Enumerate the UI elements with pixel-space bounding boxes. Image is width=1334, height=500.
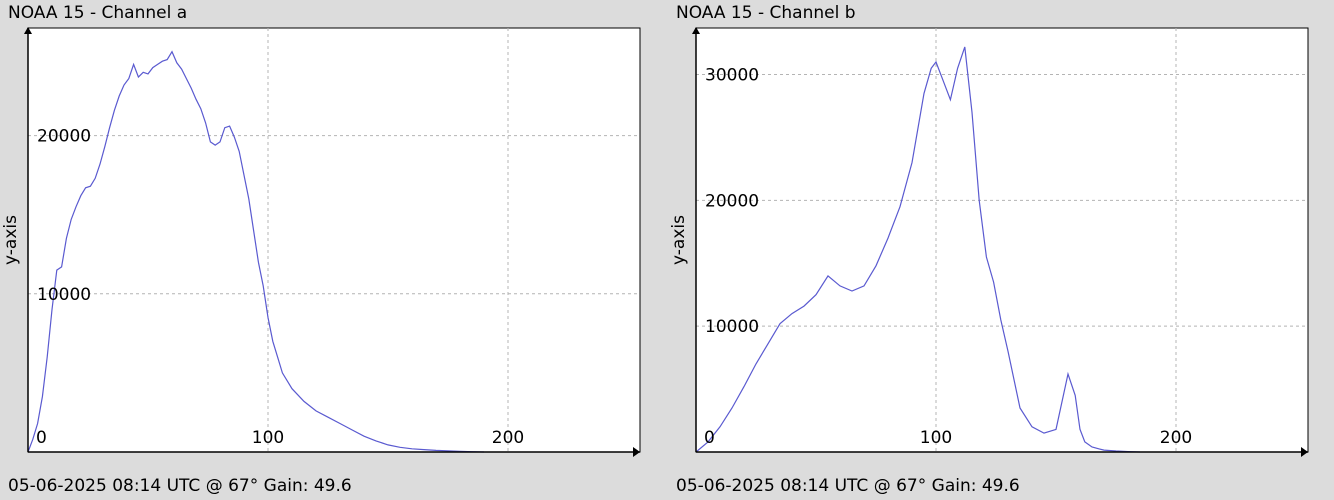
y-axis-title: y-axis <box>1 215 21 265</box>
line-chart: 0 100 200 10000 20000 30000 y-axis <box>669 27 1309 457</box>
plot-area <box>27 27 641 453</box>
capture-info-footer: 05-06-2025 08:14 UTC @ 67° Gain: 49.6 <box>8 476 352 496</box>
capture-info-footer: 05-06-2025 08:14 UTC @ 67° Gain: 49.6 <box>676 476 1020 496</box>
y-tick-label: 30000 <box>705 66 759 86</box>
x-tick-label: 100 <box>252 428 284 448</box>
chart-title: NOAA 15 - Channel a <box>8 3 188 23</box>
y-tick-label: 20000 <box>37 127 91 147</box>
x-tick-label: 0 <box>36 428 47 448</box>
x-tick-label: 0 <box>704 428 715 448</box>
y-axis-title: y-axis <box>669 215 689 265</box>
plot-area <box>695 27 1309 453</box>
chart-title: NOAA 15 - Channel b <box>676 3 856 23</box>
y-axis-arrow <box>692 27 700 34</box>
series-line <box>695 46 1141 453</box>
x-tick-label: 200 <box>492 428 524 448</box>
line-chart: 0 100 200 10000 20000 y-axis <box>1 27 641 457</box>
y-tick-label: 10000 <box>37 285 91 305</box>
x-tick-label: 100 <box>920 428 952 448</box>
y-axis-arrow <box>24 27 32 34</box>
x-axis-arrow <box>633 447 640 457</box>
series-line <box>27 50 485 453</box>
x-axis-arrow <box>1301 447 1308 457</box>
chart-panel-a: NOAA 15 - Channel a 0 100 200 10000 20000 y-a… <box>0 0 660 500</box>
y-tick-label: 20000 <box>705 191 759 211</box>
y-tick-label: 10000 <box>705 317 759 337</box>
x-tick-label: 200 <box>1160 428 1192 448</box>
chart-panel-b: NOAA 15 - Channel b 0 100 200 10000 20000 300… <box>668 0 1328 500</box>
